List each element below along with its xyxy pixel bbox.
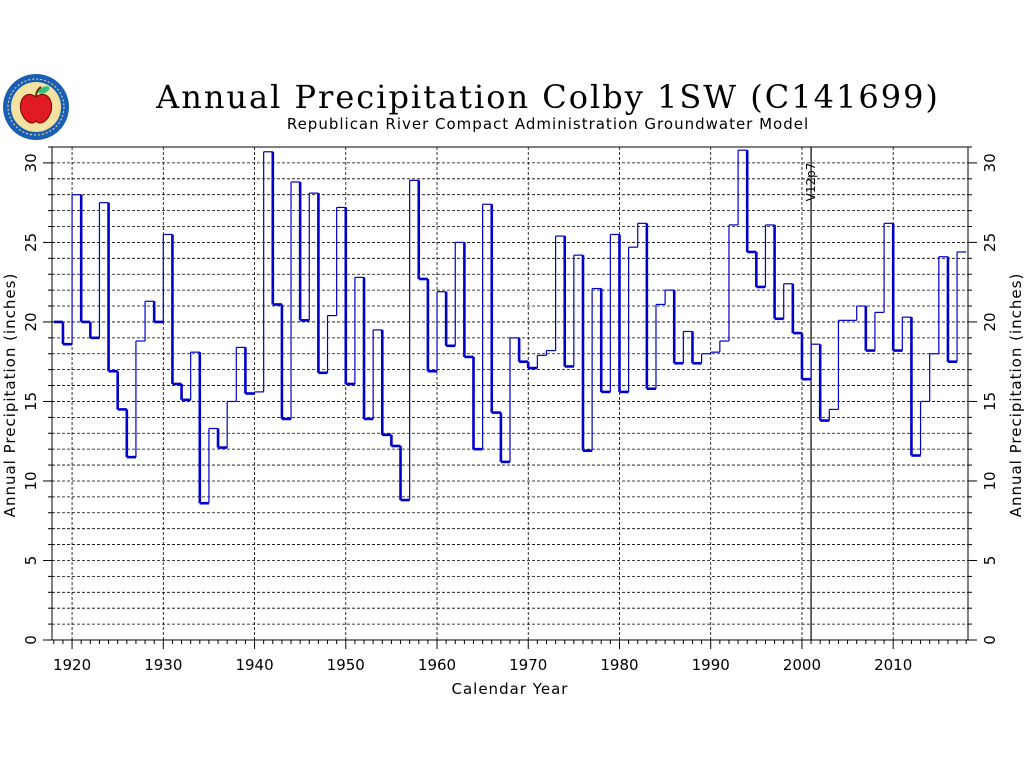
x-tick-label: 1930 [144, 656, 182, 674]
y-tick-label-right: 25 [981, 233, 999, 252]
version-annotation: V12p7 [804, 163, 818, 202]
y-axis-label-right: Annual Precipitation (inches) [1007, 273, 1024, 518]
y-tick-label-left: 25 [22, 233, 40, 252]
y-tick-label-right: 10 [981, 471, 999, 490]
x-tick-label: 1990 [692, 656, 730, 674]
x-tick-label: 1950 [327, 656, 365, 674]
x-axis-label: Calendar Year [452, 680, 569, 698]
y-axis-label-left: Annual Precipitation (inches) [1, 273, 19, 518]
y-tick-label-left: 15 [22, 392, 40, 411]
x-tick-label: 2000 [783, 656, 821, 674]
y-tick-label-right: 30 [981, 153, 999, 172]
x-tick-label: 1960 [418, 656, 456, 674]
y-tick-label-left: 0 [22, 635, 40, 645]
apple-stem-icon [35, 86, 42, 98]
precipitation-series [53, 149, 967, 505]
chart-subtitle: Republican River Compact Administration … [287, 115, 809, 133]
apple-icon [19, 93, 53, 124]
y-tick-label-left: 20 [22, 312, 40, 331]
x-tick-label: 1970 [509, 656, 547, 674]
x-tick-label: 1940 [235, 656, 273, 674]
x-tick-label: 2010 [874, 656, 912, 674]
apple-leaf-icon [38, 86, 50, 94]
chart-title: Annual Precipitation Colby 1SW (C141699) [155, 78, 940, 116]
y-tick-label-left: 30 [22, 153, 40, 172]
x-tick-label: 1920 [53, 656, 91, 674]
y-tick-label-right: 15 [981, 392, 999, 411]
y-tick-label-left: 10 [22, 471, 40, 490]
seal-text-ring [7, 78, 65, 136]
y-tick-label-left: 5 [22, 556, 40, 566]
y-tick-label-right: 20 [981, 312, 999, 331]
axis-ticks: 1920 1930 1940 1950 1960 1970 1980 1990 2000 2010… [22, 146, 999, 674]
apple-seal-logo [3, 74, 69, 140]
x-tick-label: 1980 [600, 656, 638, 674]
y-tick-label-right: 5 [981, 556, 999, 566]
y-tick-label-right: 0 [981, 635, 999, 645]
